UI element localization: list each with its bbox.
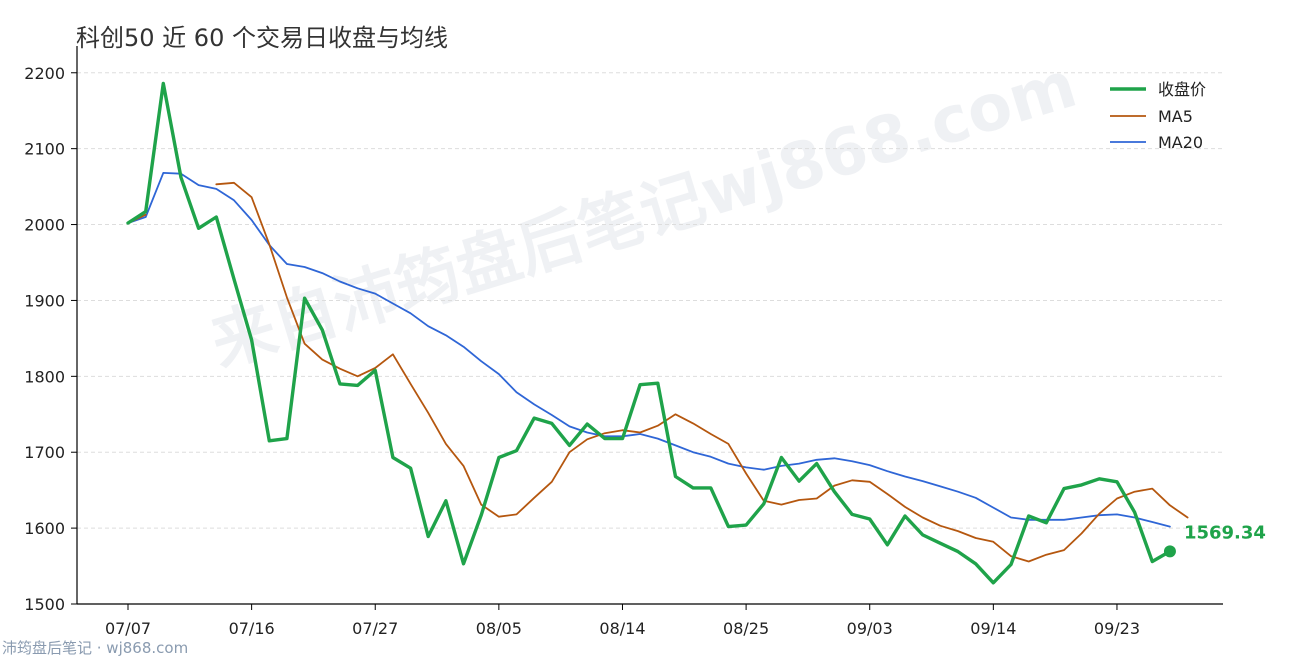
last-value-marker: 1569.34 (1163, 522, 1266, 558)
y-tick-label-1500: 1500 (24, 595, 65, 614)
legend: 收盘价 MA5 MA20 (1110, 80, 1206, 152)
chart-title: 科创50 近 60 个交易日收盘与均线 (76, 24, 448, 52)
gridlines (77, 72, 1223, 529)
x-axis-ticks: 07/07 07/16 07/27 08/05 08/14 08/25 09/03 09/14… (105, 604, 1140, 638)
x-tick-label-2: 07/27 (352, 619, 398, 638)
series-line-ma5 (127, 181, 1189, 563)
y-tick-label-2000: 2000 (24, 216, 65, 235)
x-tick-label-5: 08/25 (723, 619, 769, 638)
x-tick-label-0: 07/07 (105, 619, 151, 638)
legend-label-ma20: MA20 (1158, 133, 1203, 152)
x-tick-label-6: 09/03 (847, 619, 893, 638)
last-close-label: 1569.34 (1184, 522, 1266, 543)
y-axis-ticks: 1500 1600 1700 1800 1900 2000 2100 2200 (24, 64, 77, 614)
series-lines (126, 81, 1189, 585)
legend-label-close: 收盘价 (1158, 80, 1206, 99)
y-tick-label-2100: 2100 (24, 140, 65, 159)
series-line-close (126, 81, 1172, 585)
x-tick-label-1: 07/16 (229, 619, 275, 638)
axes (76, 46, 1223, 605)
x-tick-label-4: 08/14 (599, 619, 645, 638)
y-tick-label-1600: 1600 (24, 519, 65, 538)
x-tick-label-7: 09/14 (970, 619, 1016, 638)
x-tick-label-3: 08/05 (476, 619, 522, 638)
last-close-point (1163, 545, 1176, 558)
y-tick-label-2200: 2200 (24, 64, 65, 83)
y-tick-label-1800: 1800 (24, 367, 65, 386)
y-tick-label-1700: 1700 (24, 443, 65, 462)
x-tick-label-8: 09/23 (1094, 619, 1140, 638)
y-tick-label-1900: 1900 (24, 291, 65, 310)
legend-label-ma5: MA5 (1158, 107, 1193, 126)
footer-watermark: 沛筠盘后笔记 · wj868.com (2, 639, 189, 657)
series-line-ma20 (127, 172, 1171, 528)
